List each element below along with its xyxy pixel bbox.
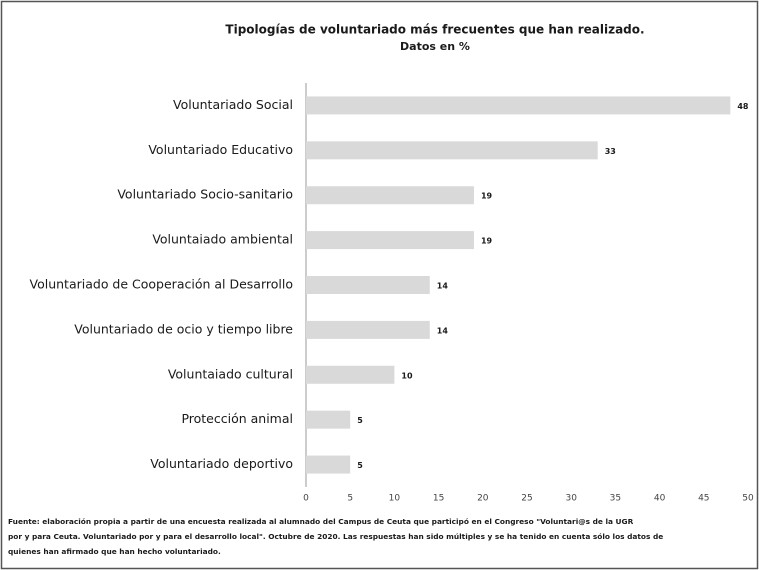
y-tick-label: Protección animal: [181, 411, 293, 426]
x-tick-label: 50: [742, 494, 754, 504]
x-tick-label: 10: [389, 494, 401, 504]
value-label: 5: [357, 416, 363, 425]
y-tick-label: Voluntariado Socio-sanitario: [117, 187, 293, 202]
chart-title: Tipologías de voluntariado más frecuente…: [225, 23, 644, 37]
x-tick-label: 25: [521, 494, 532, 504]
value-label: 14: [437, 282, 449, 291]
value-label: 19: [481, 192, 493, 201]
source-note: Fuente: elaboración propia a partir de u…: [8, 517, 634, 526]
source-note: quienes han afirmado que han hecho volun…: [8, 547, 221, 556]
x-tick-label: 45: [698, 494, 709, 504]
y-tick-label: Voluntariado de Cooperación al Desarroll…: [30, 277, 294, 292]
bar: [306, 320, 430, 339]
x-tick-label: 0: [303, 494, 309, 504]
x-tick-label: 5: [347, 494, 353, 504]
x-tick-label: 15: [433, 494, 444, 504]
y-tick-label: Voluntariado deportivo: [150, 456, 293, 471]
value-label: 19: [481, 237, 493, 246]
y-tick-label: Voluntariado Educativo: [148, 142, 293, 157]
x-tick-label: 40: [654, 494, 666, 504]
bar: [306, 410, 351, 429]
value-label: 10: [401, 371, 413, 380]
x-tick-label: 35: [610, 494, 621, 504]
value-label: 33: [605, 147, 616, 156]
y-tick-label: Voluntaiado cultural: [168, 366, 293, 381]
bar: [306, 141, 598, 160]
y-tick-label: Voluntariado Social: [173, 97, 293, 112]
chart-subtitle: Datos en %: [400, 40, 470, 53]
y-tick-label: Voluntaiado ambiental: [152, 232, 293, 247]
bar: [306, 186, 474, 205]
x-tick-label: 20: [477, 494, 489, 504]
value-label: 5: [357, 461, 363, 470]
x-tick-label: 30: [565, 494, 577, 504]
value-label: 48: [737, 102, 749, 111]
value-label: 14: [437, 326, 449, 335]
source-note: por y para Ceuta. Voluntariado por y par…: [8, 532, 663, 541]
bar: [306, 276, 430, 294]
bar: [306, 96, 731, 115]
y-tick-label: Voluntariado de ocio y tiempo libre: [74, 321, 293, 336]
bar: [306, 231, 474, 250]
bar: [306, 455, 351, 474]
bar: [306, 365, 395, 384]
